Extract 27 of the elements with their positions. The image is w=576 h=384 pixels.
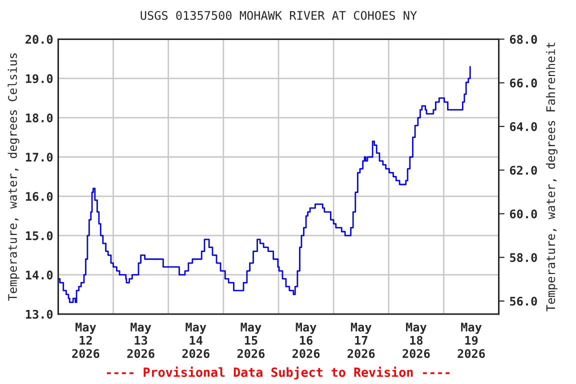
- x-tick-label: May 18 2026: [402, 322, 430, 358]
- x-tick-label: May 15 2026: [237, 322, 265, 358]
- x-tick-label: May 19 2026: [458, 322, 485, 358]
- y-tick-label: 18.0: [26, 113, 53, 122]
- x-tick-label: May 12 2026: [72, 322, 100, 358]
- y2-tick-label: 68.0: [510, 34, 537, 44]
- x-tick-label: May 13 2026: [127, 322, 154, 358]
- y-tick-label: 16.0: [26, 192, 53, 201]
- y2-tick-label: 56.0: [510, 296, 537, 306]
- y-tick-label: 20.0: [26, 34, 53, 44]
- y-tick-label: 13.0: [26, 310, 53, 319]
- y-tick-label: 19.0: [26, 74, 53, 84]
- chart-title: USGS 01357500 MOHAWK RIVER AT COHOES NY: [140, 10, 417, 20]
- y2-axis-title: Temperature, water, degrees Fahrenheit: [546, 42, 558, 312]
- y2-tick-label: 62.0: [510, 166, 537, 175]
- y2-tick-label: 58.0: [510, 253, 537, 262]
- y2-tick-label: 66.0: [510, 78, 537, 88]
- x-tick-label: May 16 2026: [292, 322, 320, 358]
- y2-tick-label: 60.0: [510, 209, 537, 218]
- x-tick-label: May 14 2026: [182, 322, 210, 358]
- text: ---- Provisional Data Subject to Revision ----: [106, 366, 450, 380]
- y2-tick-label: 64.0: [510, 122, 537, 132]
- y-tick-label: 17.0: [26, 152, 53, 162]
- y-tick-label: 15.0: [26, 231, 53, 240]
- y-axis-title: Temperature, water, degrees Celsius: [8, 53, 20, 301]
- y-tick-label: 14.0: [26, 270, 53, 280]
- x-tick-label: May 17 2026: [348, 322, 375, 358]
